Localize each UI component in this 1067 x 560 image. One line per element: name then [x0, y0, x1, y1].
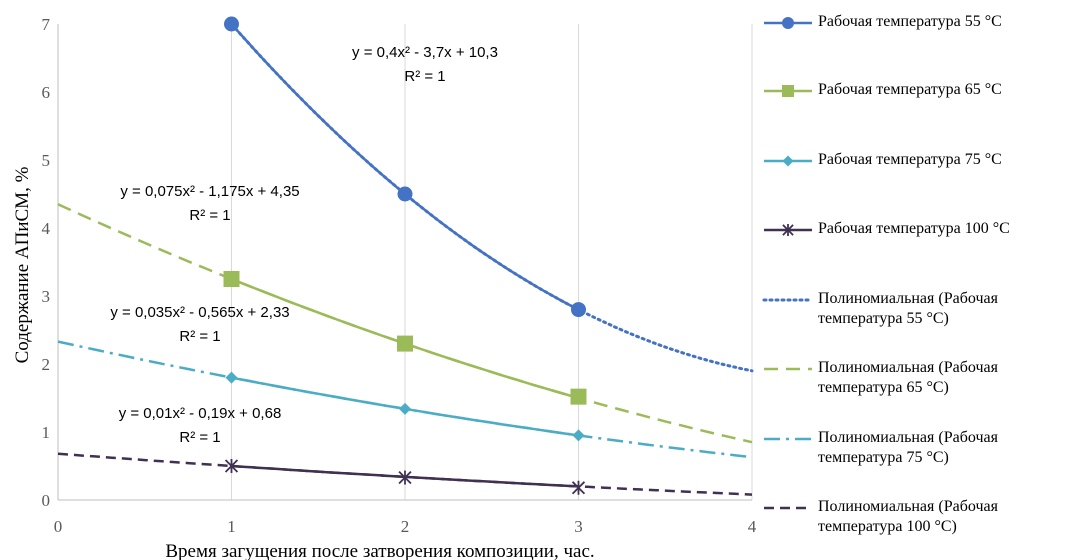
- legend-label: Полиномиальная (Рабочая температура 75 °…: [818, 429, 998, 466]
- legend-swatch-100: [764, 224, 812, 236]
- y-tick-label: 5: [42, 151, 51, 170]
- data-point-0-2: [571, 302, 586, 318]
- y-tick-label: 6: [42, 83, 51, 102]
- legend-marker: [782, 224, 794, 236]
- axes: 0 1 2 3 4 0 1 2 3 4 5 6 7: [42, 15, 757, 536]
- trendline-0: [230, 22, 754, 373]
- data-point-2-2: [572, 429, 585, 442]
- trend-equation-3: y = 0,01x² - 0,19x + 0,68: [119, 405, 282, 422]
- data-point-2-0: [225, 371, 238, 384]
- legend-label: Рабочая температура 100 °C: [818, 220, 1010, 237]
- y-tick-label: 0: [42, 491, 51, 510]
- x-axis-title: Время загущения после затворения компози…: [165, 541, 594, 560]
- trend-r2-1: R² = 1: [189, 207, 230, 224]
- legend-item-series-100: Рабочая температура 100 °C: [762, 219, 1058, 241]
- legend-item-trend-55: Полиномиальная (Рабочая температура 55 °…: [762, 289, 1058, 329]
- legend-swatch-55: [764, 17, 812, 29]
- legend-label: Полиномиальная (Рабочая температура 65 °…: [818, 359, 998, 396]
- x-tick-label: 2: [401, 517, 410, 536]
- legend-label: Рабочая температура 75 °C: [818, 151, 1002, 168]
- trend-equation-2: y = 0,035x² - 0,565x + 2,33: [110, 304, 289, 321]
- chart-legend: Рабочая температура 55 °C Рабочая темпер…: [762, 0, 1067, 560]
- legend-item-trend-65: Полиномиальная (Рабочая температура 65 °…: [762, 358, 1058, 398]
- legend-swatch-65: [764, 85, 812, 97]
- grid-lines: [231, 24, 753, 500]
- legend-item-trend-100: Полиномиальная (Рабочая температура 100 …: [762, 497, 1058, 537]
- data-point-2-1: [399, 402, 411, 415]
- y-axis-title: Содержание АПиСМ, %: [12, 166, 33, 363]
- data-point-1-1: [397, 335, 413, 352]
- y-tick-label: 7: [42, 15, 51, 34]
- legend-label: Рабочая температура 55 °C: [818, 13, 1002, 30]
- x-tick-label: 0: [54, 517, 63, 536]
- x-tick-label: 1: [227, 517, 236, 536]
- legend-swatch-trend-65: [764, 367, 812, 371]
- legend-marker: [782, 155, 794, 167]
- data-point-3-2: [571, 480, 586, 495]
- trend-r2-2: R² = 1: [179, 328, 220, 345]
- legend-swatch-trend-75: [764, 437, 812, 441]
- x-tick-label: 4: [748, 517, 757, 536]
- trend-r2-0: R² = 1: [404, 68, 445, 85]
- y-tick-label: 1: [42, 423, 51, 442]
- legend-swatch-trend-100: [764, 506, 812, 510]
- legend-item-series-75: Рабочая температура 75 °C: [762, 150, 1058, 172]
- data-point-0-0: [224, 16, 239, 32]
- legend-item-series-55: Рабочая температура 55 °C: [762, 12, 1058, 34]
- equation-labels: y = 0,4x² - 3,7x + 10,3 R² = 1 y = 0,075x²…: [110, 44, 498, 446]
- y-tick-label: 3: [42, 287, 51, 306]
- y-tick-label: 4: [42, 219, 51, 238]
- legend-label: Полиномиальная (Рабочая температура 55 °…: [818, 290, 998, 327]
- legend-label: Рабочая температура 65 °C: [818, 81, 1002, 98]
- data-point-1-2: [570, 388, 587, 405]
- trend-equation-1: y = 0,075x² - 1,175x + 4,35: [120, 183, 299, 200]
- data-point-3-1: [398, 470, 412, 485]
- legend-label: Полиномиальная (Рабочая температура 100 …: [818, 498, 998, 535]
- y-tick-label: 2: [42, 355, 51, 374]
- chart-plot: 0 1 2 3 4 0 1 2 3 4 5 6 7 y = 0,4x² - 3,7x + 10,3 R² …: [12, 15, 757, 560]
- legend-swatch-trend-55: [762, 298, 814, 302]
- legend-item-trend-75: Полиномиальная (Рабочая температура 75 °…: [762, 428, 1058, 468]
- data-point-0-1: [397, 186, 413, 202]
- trend-r2-3: R² = 1: [179, 429, 220, 446]
- data-point-3-0: [224, 459, 239, 473]
- trend-equation-0: y = 0,4x² - 3,7x + 10,3: [352, 44, 498, 61]
- legend-marker: [782, 85, 794, 97]
- legend-swatch-75: [764, 155, 812, 167]
- data-point-1-0: [223, 271, 240, 287]
- legend-item-series-65: Рабочая температура 65 °C: [762, 80, 1058, 102]
- data-markers: [223, 16, 587, 495]
- legend-marker: [782, 17, 794, 29]
- x-tick-label: 3: [574, 517, 583, 536]
- trendline-3: [57, 452, 753, 496]
